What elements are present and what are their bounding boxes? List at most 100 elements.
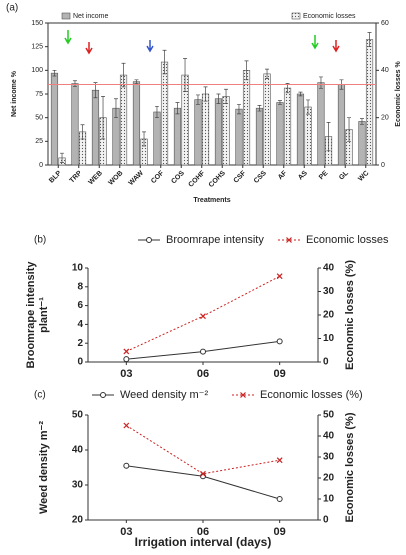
x-tick-label: BLP [48, 170, 63, 185]
line-series [126, 465, 280, 500]
legend-swatch [61, 12, 71, 20]
error-bar [195, 94, 200, 105]
y-tick-label: 8 [77, 281, 83, 292]
arrow [146, 40, 154, 53]
legend-label: Weed density m⁻² [120, 389, 208, 401]
bar [71, 83, 79, 166]
y-axis-label: Broomrape intensity [25, 261, 37, 369]
x-tick-label: 09 [274, 368, 286, 380]
error-bar [257, 105, 262, 112]
x-tick-label: WC [357, 170, 370, 183]
x-tick-label: COHF [187, 169, 206, 188]
y-axis-label: Weed density m⁻² [38, 421, 50, 514]
bar [173, 107, 182, 166]
point [276, 273, 283, 280]
error-bar [244, 60, 249, 81]
x-tick-label: COHS [208, 170, 227, 189]
x-tick-label: CSS [253, 170, 268, 185]
y-tick-label: 30 [72, 480, 84, 491]
y-tick-label: 100 [31, 67, 43, 74]
legend-swatch [291, 12, 301, 20]
error-bar [52, 69, 57, 77]
x-tick-label: AF [277, 169, 289, 181]
x-tick-label: WEB [87, 170, 104, 187]
legend-label: Economic losses (%) [260, 389, 363, 401]
y-tick-label: 75 [35, 91, 43, 98]
y2-tick-label: 30 [323, 286, 335, 297]
legend-label: Economic losses [306, 234, 389, 246]
y-tick-label: 50 [35, 115, 43, 122]
bar [358, 121, 366, 166]
x-tick-label: CSF [233, 169, 248, 184]
y2-tick-label: 50 [323, 410, 335, 421]
arrow [64, 30, 72, 45]
point [276, 338, 283, 345]
error-bar [326, 122, 331, 152]
error-bar [154, 105, 159, 119]
point [276, 457, 283, 464]
bar [317, 82, 325, 166]
bar [365, 39, 374, 166]
error-bar [277, 100, 282, 105]
y-tick-label: 40 [72, 445, 84, 456]
bar [50, 72, 59, 166]
error-bar [203, 86, 208, 102]
point [123, 356, 130, 363]
error-bar [162, 49, 167, 75]
error-bar [121, 62, 126, 88]
error-bar [72, 80, 77, 87]
error-bar [216, 93, 221, 104]
y-tick-label: 20 [72, 515, 84, 526]
error-bar [236, 104, 241, 115]
x-tick-label: AS [297, 170, 309, 182]
axis-frame [87, 415, 319, 521]
x-tick-label: WAW [128, 169, 146, 187]
panel-label: (a) [6, 3, 18, 14]
bar [276, 102, 284, 166]
legend-label: Net income [73, 13, 109, 20]
x-tick-label: TRP [69, 170, 84, 185]
bar [304, 106, 312, 166]
y2-tick-label: 10 [323, 494, 335, 505]
point [200, 348, 206, 355]
bar [160, 61, 169, 166]
bar [263, 73, 271, 166]
error-bar [298, 91, 303, 97]
x-tick-label: GL [338, 169, 350, 181]
y2-tick-label: 20 [381, 115, 389, 122]
x-tick-label: COS [170, 170, 186, 186]
y2-tick-label: 0 [381, 162, 385, 169]
x-tick-label: 03 [120, 368, 132, 380]
arrows [64, 30, 340, 55]
error-bar [347, 117, 352, 142]
arrow [332, 40, 340, 53]
legend-label: Economic losses [303, 13, 356, 20]
error-bar [142, 131, 147, 147]
error-bar [306, 99, 311, 115]
x-axis-label: Irrigation interval (days) [135, 535, 272, 549]
bar [235, 108, 243, 166]
point [146, 237, 152, 243]
error-bar [175, 102, 180, 115]
error-bar [134, 79, 139, 84]
x-axis-label: Treatments [193, 197, 230, 204]
bar [132, 81, 141, 166]
y2-tick-label: 60 [381, 20, 389, 27]
x-tick-label: 06 [197, 368, 209, 380]
bar [337, 84, 346, 166]
y-tick-label: 50 [72, 410, 84, 421]
y-tick-label: 25 [35, 138, 43, 145]
y-tick-label: 150 [31, 20, 43, 27]
bar [255, 107, 264, 166]
y-tick-label: 0 [77, 357, 83, 368]
x-tick-label: COF [150, 169, 166, 185]
axis-frame [87, 268, 319, 363]
bar [222, 96, 230, 166]
line-series [126, 425, 280, 475]
y2-tick-label: 40 [323, 431, 335, 442]
error-bar [359, 118, 364, 125]
bar [153, 111, 161, 166]
error-bar [318, 76, 323, 89]
y2-tick-label: 0 [323, 515, 329, 526]
